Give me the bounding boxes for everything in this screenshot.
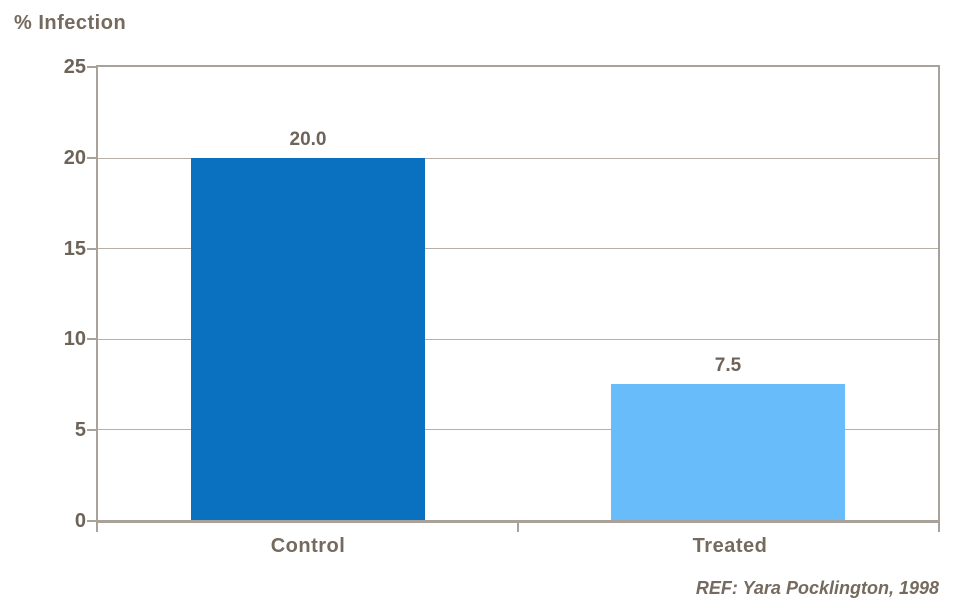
x-axis-tick-mark [517, 523, 519, 532]
y-axis-tick-label: 20 [63, 147, 86, 169]
y-axis-tick-mark [87, 157, 96, 159]
x-axis-category-label-control: Control [270, 535, 346, 557]
y-axis-tick-label: 10 [63, 328, 86, 350]
bar-control [191, 157, 425, 520]
bar-group-control: 20.0 [191, 67, 425, 520]
bar-value-label-control: 20.0 [289, 128, 327, 150]
x-axis-category-label-treated: Treated [692, 535, 768, 557]
y-axis-tick-mark [87, 520, 96, 522]
y-axis-tick-label: 0 [74, 510, 86, 532]
bar-group-treated: 7.5 [611, 67, 845, 520]
y-axis-tick-label: 25 [63, 56, 86, 78]
bar-value-label-treated: 7.5 [714, 355, 742, 377]
gridline-10 [98, 338, 938, 340]
chart-title: % Infection [14, 12, 127, 34]
y-axis-tick-mark [87, 248, 96, 250]
y-axis-tick-mark [87, 338, 96, 340]
bar-treated [611, 384, 845, 520]
x-axis-tick-mark [938, 523, 940, 532]
y-axis-tick-label: 5 [74, 419, 86, 441]
y-axis-tick-mark [87, 66, 96, 68]
y-axis-tick-mark [87, 429, 96, 431]
reference-credit: REF: Yara Pocklington, 1998 [695, 578, 939, 598]
gridline-15 [98, 248, 938, 250]
x-axis-tick-mark [96, 523, 98, 532]
y-axis-tick-label: 15 [63, 238, 86, 260]
plot-area: 20.0 7.5 [96, 65, 940, 523]
gridline-5 [98, 429, 938, 431]
gridline-20 [98, 157, 938, 159]
